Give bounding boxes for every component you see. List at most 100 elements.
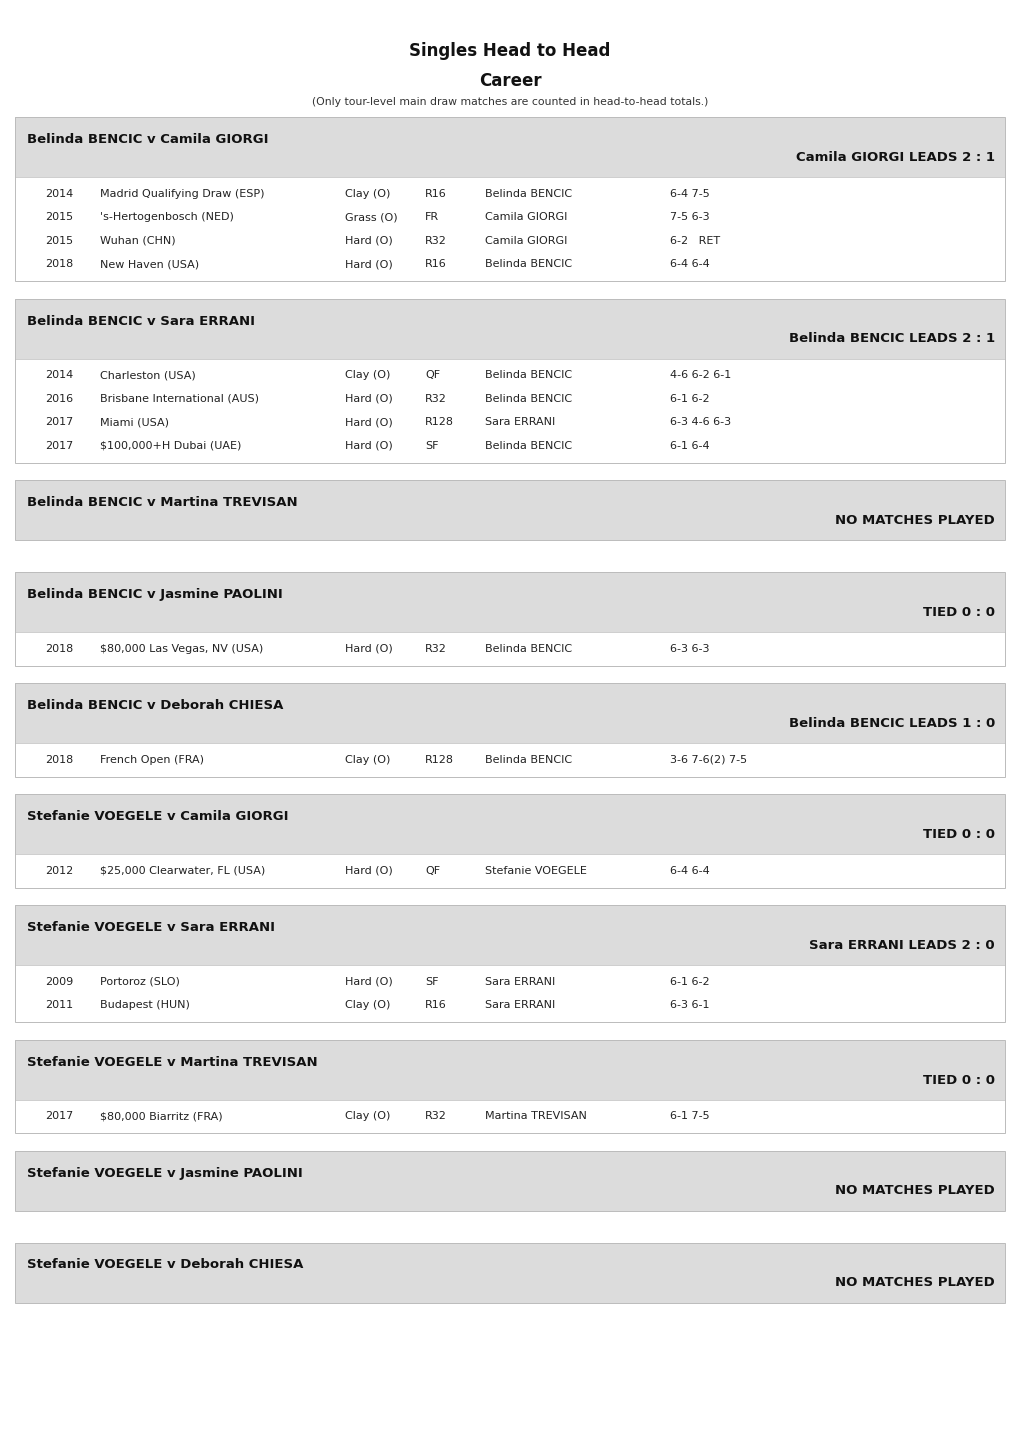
Text: 's-Hertogenbosch (NED): 's-Hertogenbosch (NED) xyxy=(100,212,233,222)
Text: Sara ERRANI: Sara ERRANI xyxy=(484,977,554,987)
Text: Grass (O): Grass (O) xyxy=(344,212,397,222)
Bar xyxy=(15,117,1004,281)
Text: R16: R16 xyxy=(425,259,446,269)
Bar xyxy=(15,480,1004,540)
Text: Stefanie VOEGELE v Jasmine PAOLINI: Stefanie VOEGELE v Jasmine PAOLINI xyxy=(26,1167,303,1180)
Text: R32: R32 xyxy=(425,1111,446,1121)
Text: 2015: 2015 xyxy=(45,212,73,222)
Text: Clay (O): Clay (O) xyxy=(344,1111,390,1121)
Text: Sara ERRANI: Sara ERRANI xyxy=(484,418,554,427)
Text: Clay (O): Clay (O) xyxy=(344,1000,390,1010)
Text: Belinda BENCIC v Sara ERRANI: Belinda BENCIC v Sara ERRANI xyxy=(26,314,255,327)
Text: NO MATCHES PLAYED: NO MATCHES PLAYED xyxy=(835,1185,994,1197)
Text: QF: QF xyxy=(425,370,439,380)
Text: Sara ERRANI: Sara ERRANI xyxy=(484,1000,554,1010)
Text: Stefanie VOEGELE v Camila GIORGI: Stefanie VOEGELE v Camila GIORGI xyxy=(26,810,288,823)
Text: NO MATCHES PLAYED: NO MATCHES PLAYED xyxy=(835,514,994,527)
Bar xyxy=(15,965,1004,1022)
Text: Hard (O): Hard (O) xyxy=(344,977,392,987)
Text: Hard (O): Hard (O) xyxy=(344,393,392,403)
Text: Madrid Qualifying Draw (ESP): Madrid Qualifying Draw (ESP) xyxy=(100,189,264,199)
Bar xyxy=(15,177,1004,281)
Text: Belinda BENCIC: Belinda BENCIC xyxy=(484,644,572,654)
Text: TIED 0 : 0: TIED 0 : 0 xyxy=(922,1074,994,1087)
Text: 2014: 2014 xyxy=(45,189,73,199)
Bar xyxy=(15,298,1004,463)
Text: 6-1 6-2: 6-1 6-2 xyxy=(669,977,709,987)
Text: Clay (O): Clay (O) xyxy=(344,189,390,199)
Text: French Open (FRA): French Open (FRA) xyxy=(100,755,204,765)
Text: Hard (O): Hard (O) xyxy=(344,418,392,427)
Text: Hard (O): Hard (O) xyxy=(344,644,392,654)
Text: $80,000 Las Vegas, NV (USA): $80,000 Las Vegas, NV (USA) xyxy=(100,644,263,654)
Text: (Only tour-level main draw matches are counted in head-to-head totals.): (Only tour-level main draw matches are c… xyxy=(312,97,707,107)
Bar xyxy=(15,117,1004,281)
Text: Belinda BENCIC v Martina TREVISAN: Belinda BENCIC v Martina TREVISAN xyxy=(26,496,298,509)
Text: Hard (O): Hard (O) xyxy=(344,259,392,269)
Bar xyxy=(15,572,1004,666)
Text: 2016: 2016 xyxy=(45,393,73,403)
Text: R128: R128 xyxy=(425,755,453,765)
Text: Martina TREVISAN: Martina TREVISAN xyxy=(484,1111,586,1121)
Bar xyxy=(15,794,1004,888)
Text: Brisbane International (AUS): Brisbane International (AUS) xyxy=(100,393,259,403)
Text: Wuhan (CHN): Wuhan (CHN) xyxy=(100,236,175,246)
Text: Camila GIORGI: Camila GIORGI xyxy=(484,212,567,222)
Bar xyxy=(15,905,1004,1022)
Text: FR: FR xyxy=(425,212,439,222)
Bar xyxy=(15,905,1004,1022)
Text: 2012: 2012 xyxy=(45,866,73,876)
Text: Budapest (HUN): Budapest (HUN) xyxy=(100,1000,190,1010)
Text: 2014: 2014 xyxy=(45,370,73,380)
Text: 3-6 7-6(2) 7-5: 3-6 7-6(2) 7-5 xyxy=(669,755,746,765)
Bar xyxy=(15,1150,1004,1210)
Text: 6-3 4-6 6-3: 6-3 4-6 6-3 xyxy=(669,418,731,427)
Text: R32: R32 xyxy=(425,236,446,246)
Text: 2015: 2015 xyxy=(45,236,73,246)
Text: New Haven (USA): New Haven (USA) xyxy=(100,259,199,269)
Text: Belinda BENCIC: Belinda BENCIC xyxy=(484,189,572,199)
Text: Clay (O): Clay (O) xyxy=(344,755,390,765)
Text: Sara ERRANI LEADS 2 : 0: Sara ERRANI LEADS 2 : 0 xyxy=(809,940,994,953)
Bar xyxy=(15,1039,1004,1133)
Text: 2017: 2017 xyxy=(45,418,73,427)
Text: 6-1 6-2: 6-1 6-2 xyxy=(669,393,709,403)
Text: Stefanie VOEGELE v Martina TREVISAN: Stefanie VOEGELE v Martina TREVISAN xyxy=(26,1055,317,1068)
Text: Belinda BENCIC v Jasmine PAOLINI: Belinda BENCIC v Jasmine PAOLINI xyxy=(26,588,282,601)
Bar xyxy=(15,794,1004,888)
Text: 4-6 6-2 6-1: 4-6 6-2 6-1 xyxy=(669,370,731,380)
Text: Portoroz (SLO): Portoroz (SLO) xyxy=(100,977,179,987)
Bar xyxy=(15,1150,1004,1210)
Bar xyxy=(15,480,1004,540)
Text: Hard (O): Hard (O) xyxy=(344,441,392,451)
Bar xyxy=(15,298,1004,463)
Text: Hard (O): Hard (O) xyxy=(344,866,392,876)
Text: TIED 0 : 0: TIED 0 : 0 xyxy=(922,607,994,620)
Text: Belinda BENCIC LEADS 1 : 0: Belinda BENCIC LEADS 1 : 0 xyxy=(788,718,994,731)
Text: 6-1 7-5: 6-1 7-5 xyxy=(669,1111,709,1121)
Text: TIED 0 : 0: TIED 0 : 0 xyxy=(922,829,994,842)
Text: Belinda BENCIC LEADS 2 : 1: Belinda BENCIC LEADS 2 : 1 xyxy=(788,333,994,346)
Text: Stefanie VOEGELE v Deborah CHIESA: Stefanie VOEGELE v Deborah CHIESA xyxy=(26,1258,303,1271)
Text: Stefanie VOEGELE v Sara ERRANI: Stefanie VOEGELE v Sara ERRANI xyxy=(26,921,275,934)
Text: 6-1 6-4: 6-1 6-4 xyxy=(669,441,709,451)
Text: Belinda BENCIC: Belinda BENCIC xyxy=(484,259,572,269)
Text: 6-3 6-3: 6-3 6-3 xyxy=(669,644,709,654)
Text: 2018: 2018 xyxy=(45,755,73,765)
Text: Belinda BENCIC: Belinda BENCIC xyxy=(484,755,572,765)
Text: R16: R16 xyxy=(425,189,446,199)
Text: 6-3 6-1: 6-3 6-1 xyxy=(669,1000,709,1010)
Text: Belinda BENCIC v Camila GIORGI: Belinda BENCIC v Camila GIORGI xyxy=(26,133,268,146)
Text: QF: QF xyxy=(425,866,439,876)
Text: Career: Career xyxy=(478,72,541,89)
Text: 2018: 2018 xyxy=(45,644,73,654)
Text: 6-4 7-5: 6-4 7-5 xyxy=(669,189,709,199)
Bar xyxy=(15,744,1004,777)
Text: Singles Head to Head: Singles Head to Head xyxy=(409,42,610,61)
Text: $100,000+H Dubai (UAE): $100,000+H Dubai (UAE) xyxy=(100,441,242,451)
Text: Belinda BENCIC: Belinda BENCIC xyxy=(484,441,572,451)
Text: $25,000 Clearwater, FL (USA): $25,000 Clearwater, FL (USA) xyxy=(100,866,265,876)
Text: Hard (O): Hard (O) xyxy=(344,236,392,246)
Text: R16: R16 xyxy=(425,1000,446,1010)
Bar xyxy=(15,1099,1004,1133)
